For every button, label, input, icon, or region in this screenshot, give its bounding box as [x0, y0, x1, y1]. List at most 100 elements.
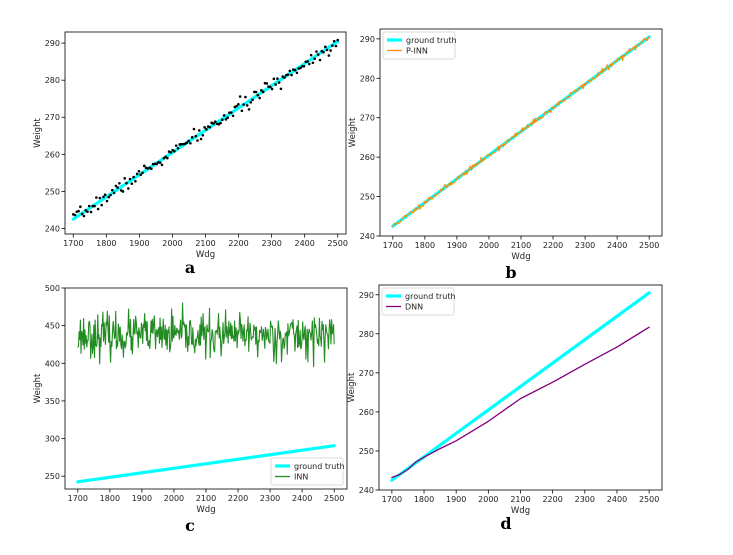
- y-tick-label: 240: [45, 224, 60, 233]
- series-line-ground-truth: [76, 444, 336, 484]
- plot-series-group: [390, 291, 651, 482]
- x-tick-label: 2500: [639, 241, 659, 250]
- scatter-point: [176, 146, 180, 150]
- scatter-point: [224, 118, 228, 121]
- scatter-point: [80, 212, 84, 216]
- scatter-point: [197, 129, 201, 132]
- x-tick-label: 2500: [328, 239, 348, 248]
- x-axis-label: Wdg: [196, 250, 215, 260]
- scatter-point: [256, 93, 260, 97]
- panel-letter-b: b: [505, 263, 516, 282]
- scatter-point: [245, 104, 249, 107]
- scatter-point: [169, 151, 173, 154]
- y-tick-label: 250: [359, 447, 374, 456]
- scatter-point: [185, 141, 189, 145]
- scatter-point: [107, 195, 111, 199]
- scatter-point: [309, 53, 313, 57]
- x-tick-label: 1800: [415, 241, 435, 250]
- scatter-point: [261, 90, 265, 94]
- y-tick-label: 260: [359, 408, 374, 417]
- scatter-point: [102, 195, 105, 199]
- series-line-inn: [77, 302, 335, 368]
- scatter-point: [260, 89, 263, 92]
- scatter-point: [240, 109, 244, 113]
- scatter-point: [164, 155, 167, 159]
- x-tick-label: 2300: [575, 241, 595, 250]
- x-tick-label: 2200: [228, 239, 248, 248]
- x-tick-label: 2100: [195, 239, 215, 248]
- scatter-point: [336, 38, 340, 42]
- x-tick-label: 1800: [100, 494, 120, 503]
- scatter-point: [302, 65, 306, 68]
- scatter-point: [125, 181, 128, 185]
- y-tick-label: 250: [45, 472, 60, 481]
- plot-series-group: [76, 302, 336, 484]
- scatter-point: [293, 68, 297, 72]
- plot-series-group: [391, 35, 651, 228]
- scatter-point: [134, 179, 137, 183]
- scatter-series-data-points: [71, 38, 340, 218]
- scatter-point: [268, 85, 272, 89]
- scatter-point: [112, 191, 116, 195]
- scatter-point: [322, 50, 325, 54]
- scatter-point: [141, 171, 144, 175]
- scatter-point: [318, 58, 322, 62]
- scatter-point: [118, 181, 121, 185]
- y-tick-label: 250: [360, 193, 375, 202]
- scatter-point: [155, 162, 158, 166]
- y-tick-label: 270: [359, 369, 374, 378]
- scatter-point: [100, 203, 103, 207]
- series-line-p-inn: [392, 36, 650, 228]
- scatter-point: [194, 134, 198, 138]
- x-tick-label: 1900: [132, 494, 152, 503]
- legend-label: ground truth: [406, 36, 457, 45]
- y-tick-label: 240: [360, 232, 375, 241]
- scatter-point: [242, 103, 245, 106]
- legend-label: DNN: [405, 302, 423, 311]
- y-tick-label: 450: [45, 322, 60, 331]
- scatter-point: [116, 186, 119, 189]
- scatter-point: [109, 193, 112, 197]
- scatter-point: [311, 61, 315, 65]
- scatter-point: [142, 164, 146, 168]
- y-tick-label: 270: [45, 113, 60, 122]
- scatter-point: [235, 104, 238, 108]
- panel-letter-d: d: [500, 514, 511, 533]
- legend-label: P-INN: [406, 46, 428, 55]
- y-axis-label: Weight: [348, 117, 358, 147]
- x-axis-label: Wdg: [511, 252, 530, 262]
- scatter-point: [231, 114, 235, 118]
- scatter-point: [249, 101, 253, 104]
- y-axis-label: Weight: [347, 372, 357, 402]
- y-tick-label: 290: [45, 39, 60, 48]
- scatter-point: [276, 77, 279, 80]
- scatter-point: [299, 66, 302, 70]
- x-tick-label: 2200: [542, 495, 562, 504]
- scatter-point: [73, 213, 77, 217]
- x-tick-label: 2400: [607, 241, 627, 250]
- scatter-point: [203, 126, 206, 129]
- y-tick-label: 280: [45, 76, 60, 85]
- scatter-point: [130, 182, 134, 185]
- y-tick-label: 280: [359, 330, 374, 339]
- scatter-point: [128, 177, 132, 181]
- x-tick-label: 1800: [414, 495, 434, 504]
- scatter-point: [95, 196, 98, 199]
- legend-label: ground truth: [405, 292, 456, 301]
- x-tick-label: 2200: [228, 494, 248, 503]
- x-tick-label: 1700: [63, 239, 83, 248]
- plot-area: [65, 288, 347, 489]
- scatter-point: [247, 108, 251, 111]
- scatter-point: [162, 156, 166, 160]
- scatter-point: [279, 87, 283, 91]
- panel-b: 1700 1800 1900 2000 2100 2200 2300 2400 2500 240 2…: [348, 28, 663, 262]
- scatter-point: [158, 161, 162, 164]
- scatter-point: [86, 210, 89, 213]
- scatter-point: [226, 116, 229, 119]
- x-tick-label: 1700: [383, 241, 403, 250]
- scatter-point: [174, 144, 178, 147]
- scatter-point: [196, 139, 199, 142]
- x-tick-label: 2500: [324, 494, 344, 503]
